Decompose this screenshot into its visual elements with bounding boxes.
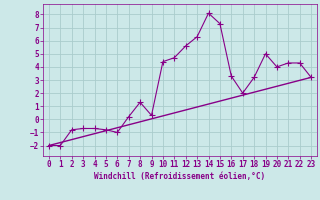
X-axis label: Windchill (Refroidissement éolien,°C): Windchill (Refroidissement éolien,°C) [94, 172, 266, 181]
